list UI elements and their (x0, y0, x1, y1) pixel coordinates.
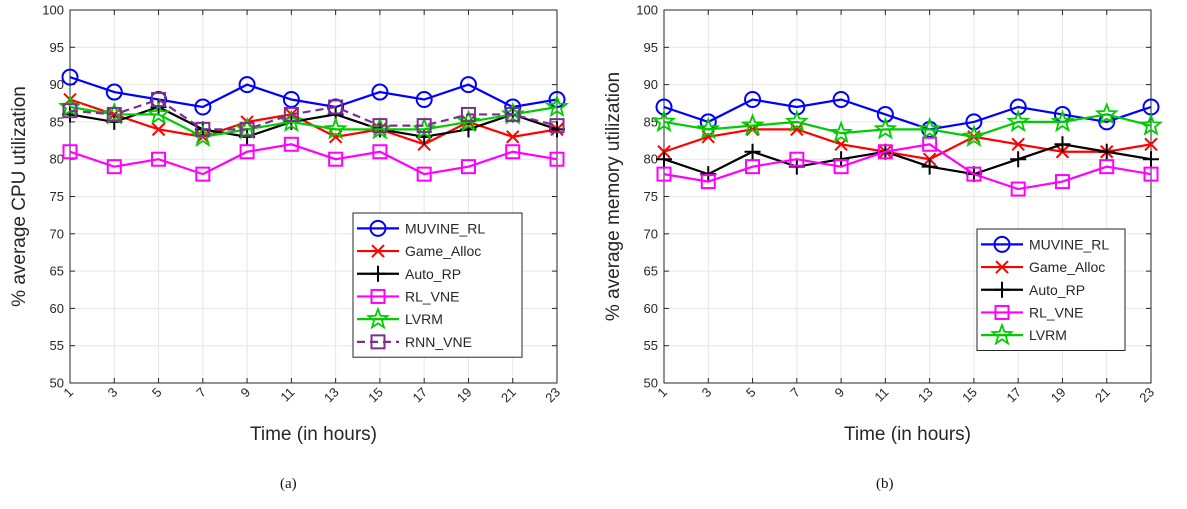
x-tick-label: 7 (193, 385, 209, 401)
y-tick-label: 95 (644, 40, 658, 55)
y-tick-label: 55 (644, 338, 658, 353)
y-tick-label: 65 (644, 264, 658, 279)
y-tick-label: 95 (50, 40, 64, 55)
legend: MUVINE_RL Game_Alloc Auto_RP RL_VNE LVRM RNN_… (353, 213, 522, 357)
caption-a: (a) (280, 476, 297, 493)
y-tick-label: 85 (644, 114, 658, 129)
legend-label: LVRM (1029, 327, 1067, 343)
y-tick-label: 70 (644, 226, 658, 241)
x-tick-label: 15 (365, 385, 386, 406)
y-tick-label: 90 (644, 77, 658, 92)
y-tick-label: 60 (644, 301, 658, 316)
x-tick-label: 19 (1048, 385, 1069, 406)
legend-label: RNN_VNE (405, 334, 472, 350)
x-tick-label: 13 (321, 385, 342, 406)
y-tick-label: 60 (50, 301, 64, 316)
x-axis-label: Time (in hours) (844, 424, 971, 445)
y-tick-label: 70 (50, 226, 64, 241)
y-tick-label: 75 (50, 189, 64, 204)
y-tick-label: 75 (644, 189, 658, 204)
legend-label: MUVINE_RL (1029, 236, 1109, 252)
x-tick-label: 3 (105, 385, 121, 401)
x-tick-label: 23 (542, 385, 563, 406)
x-tick-label: 9 (831, 385, 847, 401)
legend: MUVINE_RL Game_Alloc Auto_RP RL_VNE LVRM (977, 229, 1125, 351)
legend-label: RL_VNE (1029, 304, 1083, 320)
cpu-utilization-panel: 50 55 60 65 70 75 80 85 90 95 100 1 3 5 7 9 11 13 15 17 19 21… (0, 0, 593, 504)
caption-b: (b) (876, 476, 894, 493)
y-tick-label: 100 (42, 3, 64, 18)
y-tick-label: 100 (636, 3, 658, 18)
x-tick-label: 13 (915, 385, 936, 406)
y-axis-label: % average memory utilization (603, 72, 624, 321)
x-axis-label: Time (in hours) (250, 424, 377, 445)
y-tick-label: 80 (50, 152, 64, 167)
x-tick-label: 11 (871, 385, 891, 405)
legend-label: Auto_RP (1029, 282, 1085, 298)
x-tick-label: 17 (409, 385, 430, 406)
x-tick-label: 7 (787, 385, 803, 401)
x-tick-label: 17 (1003, 385, 1024, 406)
legend-label: LVRM (405, 311, 443, 327)
x-tick-label: 5 (149, 385, 165, 401)
x-tick-label: 5 (743, 385, 759, 401)
memory-utilization-chart: 505560657075808590951001 3 5 7 9 11 13 15 17 19 21… (594, 0, 1187, 504)
x-tick-label: 1 (654, 385, 670, 401)
legend-label: MUVINE_RL (405, 220, 485, 236)
legend-label: Auto_RP (405, 266, 461, 282)
x-tick-label: 11 (277, 385, 297, 405)
y-tick-label: 55 (50, 338, 64, 353)
x-tick-label: 21 (498, 385, 519, 406)
legend-label: Game_Alloc (405, 243, 481, 259)
legend-label: RL_VNE (405, 288, 459, 304)
legend-label: Game_Alloc (1029, 259, 1105, 275)
x-tick-label: 21 (1092, 385, 1113, 406)
x-tick-label: 19 (454, 385, 475, 406)
x-tick-label: 23 (1136, 385, 1157, 406)
y-tick-label: 85 (50, 114, 64, 129)
x-tick-label: 15 (959, 385, 980, 406)
x-tick-label: 1 (60, 385, 76, 401)
x-tick-label: 9 (237, 385, 253, 401)
y-tick-label: 65 (50, 264, 64, 279)
y-tick-label: 80 (644, 152, 658, 167)
y-axis-label: % average CPU utilization (9, 86, 30, 307)
x-tick-label: 3 (699, 385, 715, 401)
memory-utilization-panel: 50 55 60 65 70 75 80 85 90 95 100 1 3 5 7 9 11 13 15 17 19 21… (594, 0, 1187, 504)
